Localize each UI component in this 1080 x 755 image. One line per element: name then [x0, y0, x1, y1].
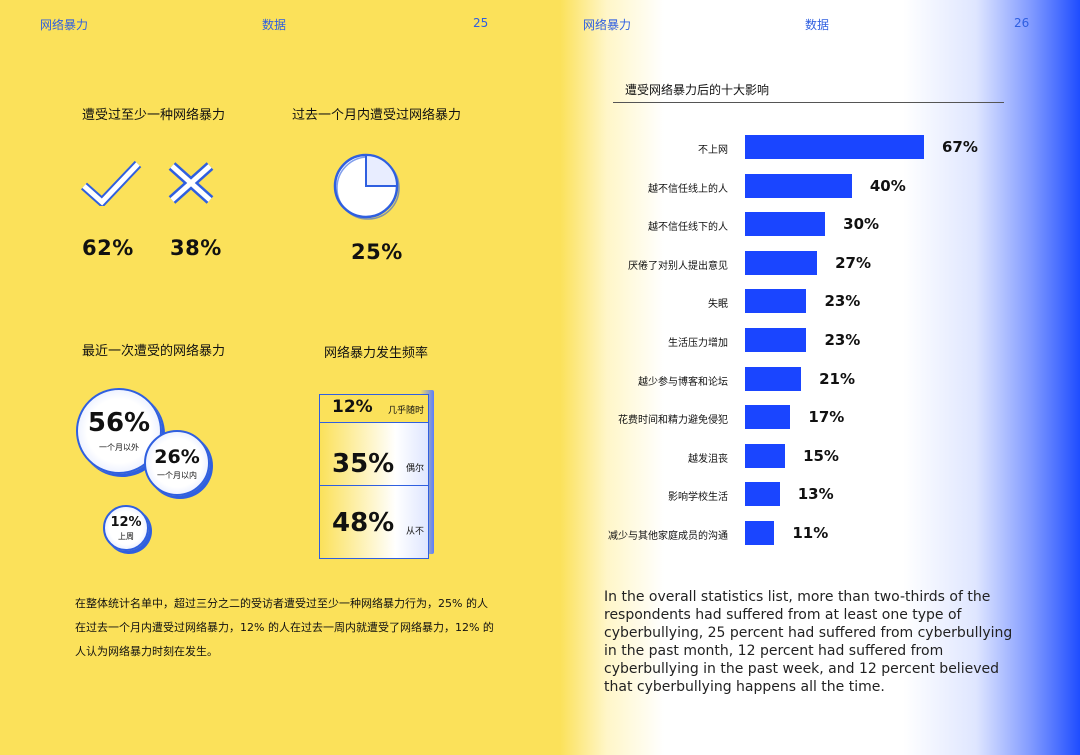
bar-category-label: 越不信任线上的人: [648, 183, 728, 195]
bar-value-label: 13%: [797, 485, 834, 504]
no-percent: 38%: [170, 236, 222, 260]
past-month-percent: 25%: [351, 240, 403, 264]
bar: [745, 135, 924, 159]
circle-last-week-label: 上周: [118, 532, 134, 541]
bar: [745, 405, 791, 430]
bar: [745, 173, 852, 198]
bar-value-label: 21%: [819, 369, 855, 388]
header-section-title-right: 网络暴力: [583, 18, 632, 32]
circle-within-month: 26% 一个月以内: [144, 430, 210, 496]
bar-category-label: 越少参与博客和论坛: [638, 376, 728, 388]
page-number: 25: [473, 16, 489, 30]
bar: [745, 482, 780, 507]
bar-value-label: 17%: [808, 408, 845, 427]
freq-row-never: 48% 从不: [319, 485, 429, 559]
section-title-frequency: 网络暴力发生频率: [324, 346, 429, 361]
chart-title: 遭受网络暴力后的十大影响: [625, 83, 770, 97]
bar-category-label: 花费时间和精力避免侵犯: [618, 415, 728, 427]
freq-never-pct: 48%: [332, 508, 395, 538]
bar-category-label: 不上网: [698, 145, 728, 156]
freq-always-label: 几乎随时: [387, 406, 424, 416]
bar-category-label: 减少与其他家庭成员的沟通: [608, 531, 728, 542]
freq-row-sometimes: 35% 偶尔: [319, 422, 429, 487]
bar-category-label: 失眠: [708, 299, 728, 311]
circle-within-month-label: 一个月以内: [157, 471, 197, 480]
quarter-pie-icon: [333, 153, 400, 220]
bar-category-label: 越不信任线下的人: [648, 222, 728, 234]
bar-category-label: 影响学校生活: [668, 492, 728, 504]
section-title-at-least-one: 遭受过至少一种网络暴力: [82, 108, 226, 123]
header-section-title: 网络暴力: [40, 18, 89, 32]
page-number-right: 26: [1014, 16, 1030, 30]
circle-outside-month-pct: 56%: [87, 408, 151, 438]
circle-outside-month-label: 一个月以外: [99, 443, 139, 452]
bar: [745, 289, 807, 314]
chart-title-divider: [613, 102, 1004, 103]
header-category-right: 数据: [805, 18, 830, 32]
bar: [745, 212, 826, 237]
freq-never-label: 从不: [405, 527, 424, 537]
circle-last-week-pct: 12%: [110, 515, 142, 530]
bar: [745, 521, 775, 545]
bar: [745, 366, 802, 391]
freq-always-pct: 12%: [332, 397, 373, 417]
english-paragraph: In the overall statistics list, more tha…: [604, 589, 1013, 695]
freq-sometimes-label: 偶尔: [405, 464, 424, 474]
header-category: 数据: [262, 18, 287, 32]
bar-category-label: 生活压力增加: [668, 338, 728, 349]
section-title-past-month: 过去一个月内遭受过网络暴力: [292, 108, 462, 123]
bar-value-label: 27%: [835, 253, 872, 272]
bar-value-label: 30%: [843, 215, 880, 234]
checkmark-icon: [81, 160, 142, 206]
cross-icon: [168, 162, 214, 204]
bar-value-label: 23%: [824, 331, 861, 349]
bar: [745, 328, 807, 352]
circle-within-month-pct: 26%: [154, 446, 200, 468]
bar-value-label: 67%: [942, 138, 978, 156]
bar-category-label: 越发沮丧: [688, 453, 728, 465]
right-page: 网络暴力 数据 26: [560, 0, 1080, 755]
section-title-recent: 最近一次遭受的网络暴力: [82, 344, 226, 359]
yes-percent: 62%: [82, 236, 134, 260]
bar: [745, 250, 818, 275]
bar-value-label: 15%: [803, 446, 839, 465]
bar-value-label: 23%: [824, 292, 861, 311]
circle-last-week: 12% 上周: [103, 505, 149, 551]
freq-sometimes-pct: 35%: [332, 449, 395, 479]
bar: [745, 443, 786, 468]
chinese-paragraph: 在整体统计名单中，超过三分之二的受访者遭受过至少一种网络暴力行为，25% 的人在…: [75, 597, 494, 658]
left-page: 网络暴力 数据 25 遭受过至少一种网络暴力 62% 38% 过去一个月内遭受过…: [0, 0, 560, 755]
bar-category-label: 厌倦了对别人提出意见: [628, 260, 728, 272]
bar-value-label: 40%: [869, 176, 906, 195]
freq-row-always: 12% 几乎随时: [319, 394, 429, 424]
bar-value-label: 11%: [792, 524, 829, 542]
